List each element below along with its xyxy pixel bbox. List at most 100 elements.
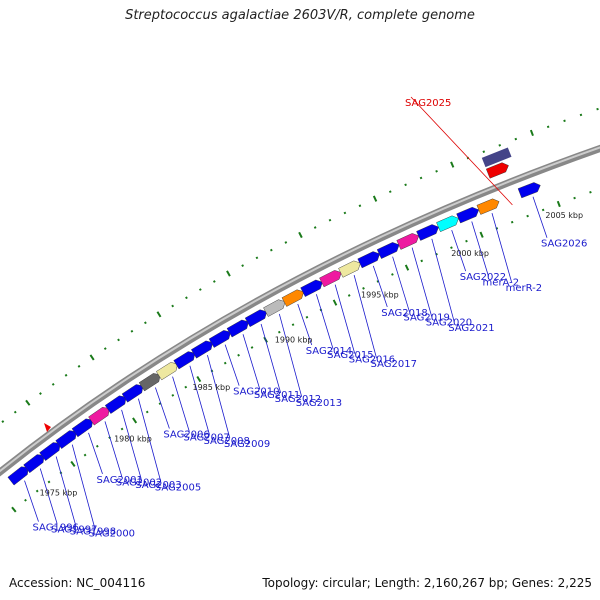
gene-SAG2021[interactable] bbox=[416, 222, 440, 241]
gene-label-SAG2001[interactable]: SAG2001 bbox=[97, 475, 143, 486]
gene-SAG2005[interactable] bbox=[121, 382, 146, 403]
inner-tick bbox=[510, 220, 514, 224]
leader-line bbox=[138, 398, 162, 482]
gene-label-SAG2016[interactable]: SAG2016 bbox=[349, 355, 395, 366]
outer-tick bbox=[39, 392, 42, 395]
leader-line bbox=[297, 303, 313, 346]
leader-line bbox=[207, 354, 231, 439]
gene-arrow-icon bbox=[300, 279, 323, 297]
inner-tick bbox=[132, 417, 138, 424]
inner-tick bbox=[526, 214, 529, 218]
gene-SAG2018[interactable] bbox=[357, 249, 382, 269]
gene-label-SAG2007[interactable]: SAG2007 bbox=[183, 433, 229, 444]
gene-SAG2012[interactable] bbox=[244, 307, 269, 328]
gene-label-SAG2014[interactable]: SAG2014 bbox=[306, 346, 352, 357]
gene-SAG2026[interactable] bbox=[517, 181, 542, 199]
gene-label-SAG2019[interactable]: SAG2019 bbox=[403, 313, 449, 324]
gene-arrow-icon bbox=[208, 330, 231, 348]
gene-label-SAG2020[interactable]: SAG2020 bbox=[426, 318, 472, 329]
gene-SAG2000[interactable] bbox=[55, 428, 80, 449]
inner-tick bbox=[450, 246, 453, 249]
gene-SAG2002[interactable] bbox=[88, 404, 113, 426]
gene-SAG2017[interactable] bbox=[338, 259, 363, 278]
gene-label-merA-2[interactable]: merA-2 bbox=[483, 278, 520, 289]
gene-label-SAG2022[interactable]: SAG2022 bbox=[460, 272, 506, 283]
gene-arrow-icon bbox=[191, 340, 213, 359]
gene-SAG2009[interactable] bbox=[191, 338, 215, 359]
label-leaders bbox=[24, 96, 548, 528]
gene-SAG1996[interactable] bbox=[7, 464, 31, 486]
gene-label-SAG2025[interactable]: SAG2025 bbox=[405, 98, 451, 109]
gene-label-SAG2002[interactable]: SAG2002 bbox=[116, 477, 162, 488]
gene-SAG2007[interactable] bbox=[156, 360, 180, 381]
outer-tick bbox=[103, 347, 107, 351]
gene-label-SAG2017[interactable]: SAG2017 bbox=[371, 359, 417, 370]
gene-SAG2010[interactable] bbox=[208, 328, 233, 348]
inner-tick bbox=[70, 460, 76, 467]
gene-label-SAG2012[interactable]: SAG2012 bbox=[275, 394, 321, 405]
outer-tick bbox=[212, 280, 216, 283]
scale-label: 1980 kbp bbox=[114, 434, 152, 443]
gene-label-SAG1997[interactable]: SAG1997 bbox=[51, 524, 97, 535]
outer-tick bbox=[563, 119, 566, 123]
gene-SAG1998[interactable] bbox=[39, 439, 64, 461]
gene-SAG2014[interactable] bbox=[281, 287, 306, 307]
gene-SAG2016[interactable] bbox=[319, 268, 343, 288]
leader-line bbox=[88, 432, 103, 475]
inner-tick bbox=[47, 480, 51, 484]
gene-label-SAG2003[interactable]: SAG2003 bbox=[135, 480, 181, 491]
gene-merA-2[interactable] bbox=[456, 205, 481, 224]
gene-label-SAG2010[interactable]: SAG2010 bbox=[233, 387, 279, 398]
gene-label-SAG2026[interactable]: SAG2026 bbox=[541, 239, 587, 250]
leader-line bbox=[155, 387, 170, 429]
outer-tick bbox=[51, 382, 55, 386]
gene-merR-2[interactable] bbox=[476, 197, 501, 215]
gene-label-merR-2[interactable]: merR-2 bbox=[506, 283, 543, 294]
gene-label-SAG2011[interactable]: SAG2011 bbox=[254, 390, 300, 401]
gene-label-SAG2013[interactable]: SAG2013 bbox=[296, 398, 342, 409]
leader-line bbox=[353, 275, 377, 359]
gene-label-SAG1998[interactable]: SAG1998 bbox=[70, 526, 116, 537]
scale-labels: 1975 kbp 1980 kbp 1985 kbp 1990 kbp 1995 kbp… bbox=[40, 211, 583, 498]
gene-arrow-icon bbox=[319, 270, 342, 288]
gene-label-SAG2005[interactable]: SAG2005 bbox=[155, 483, 201, 494]
gene-arrow-icon bbox=[244, 309, 268, 328]
leader-line bbox=[411, 247, 433, 317]
gene-label-SAG1996[interactable]: SAG1996 bbox=[33, 523, 79, 534]
gene-SAG2003[interactable] bbox=[104, 393, 129, 414]
gene-SAG2013[interactable] bbox=[263, 297, 287, 317]
outer-tick bbox=[25, 399, 31, 406]
inner-tick bbox=[277, 330, 281, 334]
gene-label-SAG2015[interactable]: SAG2015 bbox=[327, 350, 373, 361]
gene-SAG1997[interactable] bbox=[23, 451, 48, 474]
inner-tick bbox=[556, 200, 561, 208]
gene-SAG2006[interactable] bbox=[138, 371, 163, 392]
gene-SAG2001[interactable] bbox=[71, 416, 96, 438]
leader-line bbox=[55, 456, 77, 526]
gene-label-SAG2018[interactable]: SAG2018 bbox=[381, 308, 427, 319]
gene-label-SAG2000[interactable]: SAG2000 bbox=[89, 529, 135, 540]
gene-SAG2015[interactable] bbox=[300, 278, 325, 297]
accession-text: Accession: NC_004116 bbox=[9, 576, 146, 590]
outer-tick bbox=[198, 288, 202, 291]
gene-SAG2008[interactable] bbox=[173, 349, 198, 370]
gene-SAG2020[interactable] bbox=[396, 231, 421, 250]
outer-tick bbox=[435, 169, 438, 173]
outer-tick bbox=[328, 218, 332, 222]
gene-label-SAG2009[interactable]: SAG2009 bbox=[224, 439, 270, 450]
genome-title: Streptococcus agalactiae 2603V/R, comple… bbox=[125, 8, 475, 23]
scale-label: 1995 kbp bbox=[361, 291, 399, 300]
gene-SAG2019[interactable] bbox=[376, 240, 401, 259]
gene-label-SAG2008[interactable]: SAG2008 bbox=[203, 436, 249, 447]
scale-label: 1975 kbp bbox=[40, 489, 78, 498]
gene-SAG2025[interactable] bbox=[481, 147, 516, 179]
scale-label: 1990 kbp bbox=[275, 335, 313, 344]
gene-label-SAG2006[interactable]: SAG2006 bbox=[163, 430, 209, 441]
outer-tick bbox=[372, 195, 378, 202]
gene-SAG2011[interactable] bbox=[226, 317, 251, 338]
gene-arrow-icon bbox=[173, 351, 196, 370]
outer-tick bbox=[596, 107, 599, 111]
gene-SAG2022[interactable] bbox=[436, 214, 460, 232]
gene-label-SAG2021[interactable]: SAG2021 bbox=[448, 323, 494, 334]
